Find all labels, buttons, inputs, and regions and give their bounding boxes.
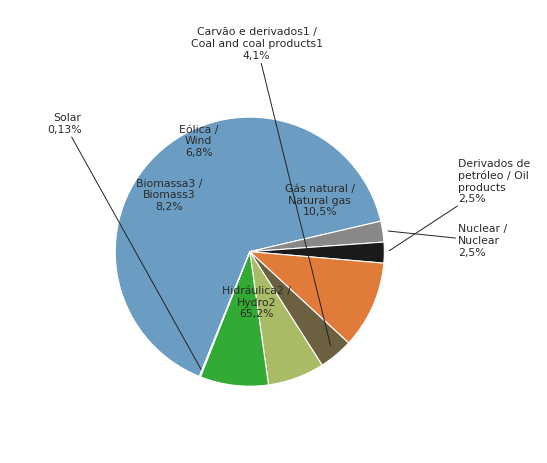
Wedge shape	[250, 252, 322, 385]
Text: Solar
0,13%: Solar 0,13%	[47, 113, 201, 369]
Wedge shape	[250, 242, 385, 263]
Text: Nuclear /
Nuclear
2,5%: Nuclear / Nuclear 2,5%	[388, 224, 508, 257]
Wedge shape	[200, 252, 269, 386]
Text: Hidráulica2 /
Hydro2
65,2%: Hidráulica2 / Hydro2 65,2%	[222, 286, 291, 319]
Wedge shape	[250, 252, 348, 365]
Text: Derivados de
petróleo / Oil
products
2,5%: Derivados de petróleo / Oil products 2,5…	[389, 159, 531, 250]
Text: Eólica /
Wind
6,8%: Eólica / Wind 6,8%	[179, 125, 218, 158]
Wedge shape	[250, 252, 384, 343]
Text: Carvão e derivados1 /
Coal and coal products1
4,1%: Carvão e derivados1 / Coal and coal prod…	[190, 27, 330, 346]
Text: Biomassa3 /
Biomass3
8,2%: Biomassa3 / Biomass3 8,2%	[136, 179, 202, 212]
Wedge shape	[199, 252, 250, 377]
Text: Gás natural /
Natural gas
10,5%: Gás natural / Natural gas 10,5%	[285, 184, 355, 217]
Wedge shape	[250, 221, 384, 252]
Wedge shape	[115, 117, 381, 376]
